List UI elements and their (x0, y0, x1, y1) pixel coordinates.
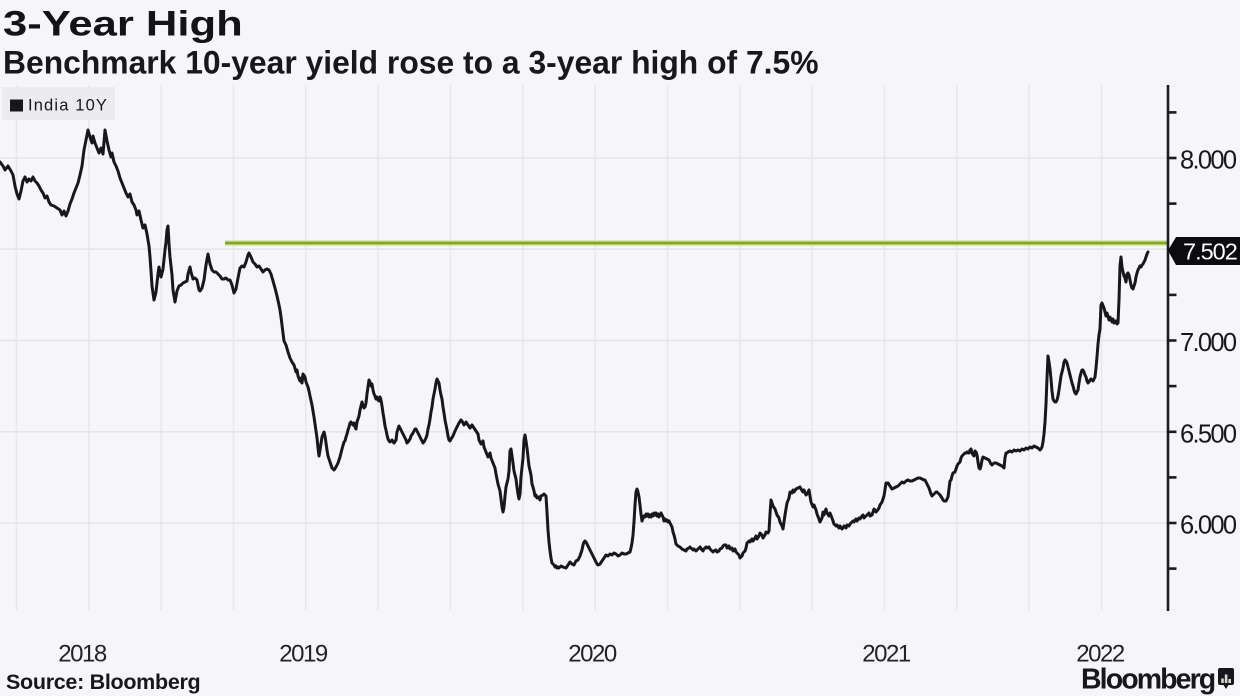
svg-text:Benchmark 10-year yield rose t: Benchmark 10-year yield rose to a 3-year… (3, 44, 819, 80)
svg-text:2019: 2019 (279, 641, 328, 668)
svg-text:6.500: 6.500 (1180, 420, 1237, 448)
svg-text:2021: 2021 (862, 641, 911, 668)
svg-text:2018: 2018 (58, 641, 107, 668)
svg-text:2022: 2022 (1076, 641, 1125, 668)
svg-text:Source: Bloomberg: Source: Bloomberg (6, 670, 200, 694)
svg-text:7.000: 7.000 (1180, 329, 1237, 357)
svg-text:6.000: 6.000 (1180, 512, 1237, 540)
svg-text:India 10Y: India 10Y (28, 97, 108, 115)
svg-text:2020: 2020 (568, 641, 617, 668)
svg-text:7.502: 7.502 (1183, 239, 1237, 265)
svg-text:Bloomberg: Bloomberg (1081, 664, 1215, 696)
svg-text:8.000: 8.000 (1180, 147, 1237, 175)
svg-text:3-Year High: 3-Year High (3, 5, 243, 44)
